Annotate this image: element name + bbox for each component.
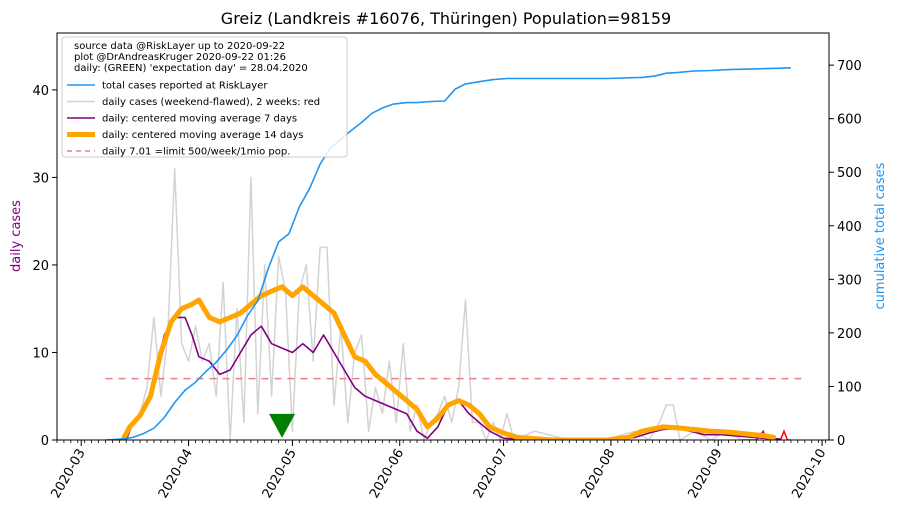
legend-header-line: daily: (GREEN) 'expectation day' = 28.04… — [74, 63, 308, 74]
right-tick-label: 700 — [837, 59, 862, 74]
series-daily-recent — [742, 429, 791, 440]
series-daily-raw — [125, 167, 743, 440]
plot-area — [105, 67, 802, 440]
left-tick-label: 20 — [32, 259, 49, 274]
right-tick-label: 100 — [837, 380, 862, 395]
right-tick-label: 400 — [837, 220, 862, 235]
plot-frame — [56, 32, 830, 441]
right-tick-label: 500 — [837, 166, 862, 181]
legend-entry-daily-raw-label: daily cases (weekend-flawed), 2 weeks: r… — [102, 97, 320, 108]
legend-box — [61, 36, 348, 158]
legend-entry-ma7-label: daily: centered moving average 7 days — [102, 114, 297, 125]
right-tick-label: 0 — [837, 434, 845, 449]
legend-header-line: source data @RiskLayer up to 2020-09-22 — [74, 41, 285, 52]
expectation-day-marker — [269, 413, 296, 438]
series-ma14 — [120, 284, 777, 440]
right-tick-label: 300 — [837, 273, 862, 288]
chart-title: Greiz (Landkreis #16076, Thüringen) Popu… — [221, 9, 671, 28]
plot-series — [105, 67, 802, 440]
left-axis-label: daily cases — [9, 200, 24, 272]
left-tick-label: 0 — [41, 434, 49, 449]
left-tick-label: 40 — [32, 84, 49, 99]
right-tick-label: 200 — [837, 327, 862, 342]
left-tick-label: 10 — [32, 346, 49, 361]
series-ma7 — [125, 316, 781, 440]
right-tick-label: 600 — [837, 113, 862, 128]
legend-entry-limit-label: daily 7.01 =limit 500/week/1mio pop. — [102, 147, 290, 158]
legend-header-line: plot @DrAndreasKruger 2020-09-22 01:26 — [74, 52, 286, 63]
legend: source data @RiskLayer up to 2020-09-22p… — [61, 36, 348, 158]
series-total-cases — [105, 67, 791, 440]
legend-entry-total-label: total cases reported at RiskLayer — [102, 81, 268, 92]
legend-entry-ma14-label: daily: centered moving average 14 days — [102, 130, 303, 141]
left-tick-label: 30 — [32, 171, 49, 186]
right-axis-label: cumulative total cases — [873, 162, 888, 309]
